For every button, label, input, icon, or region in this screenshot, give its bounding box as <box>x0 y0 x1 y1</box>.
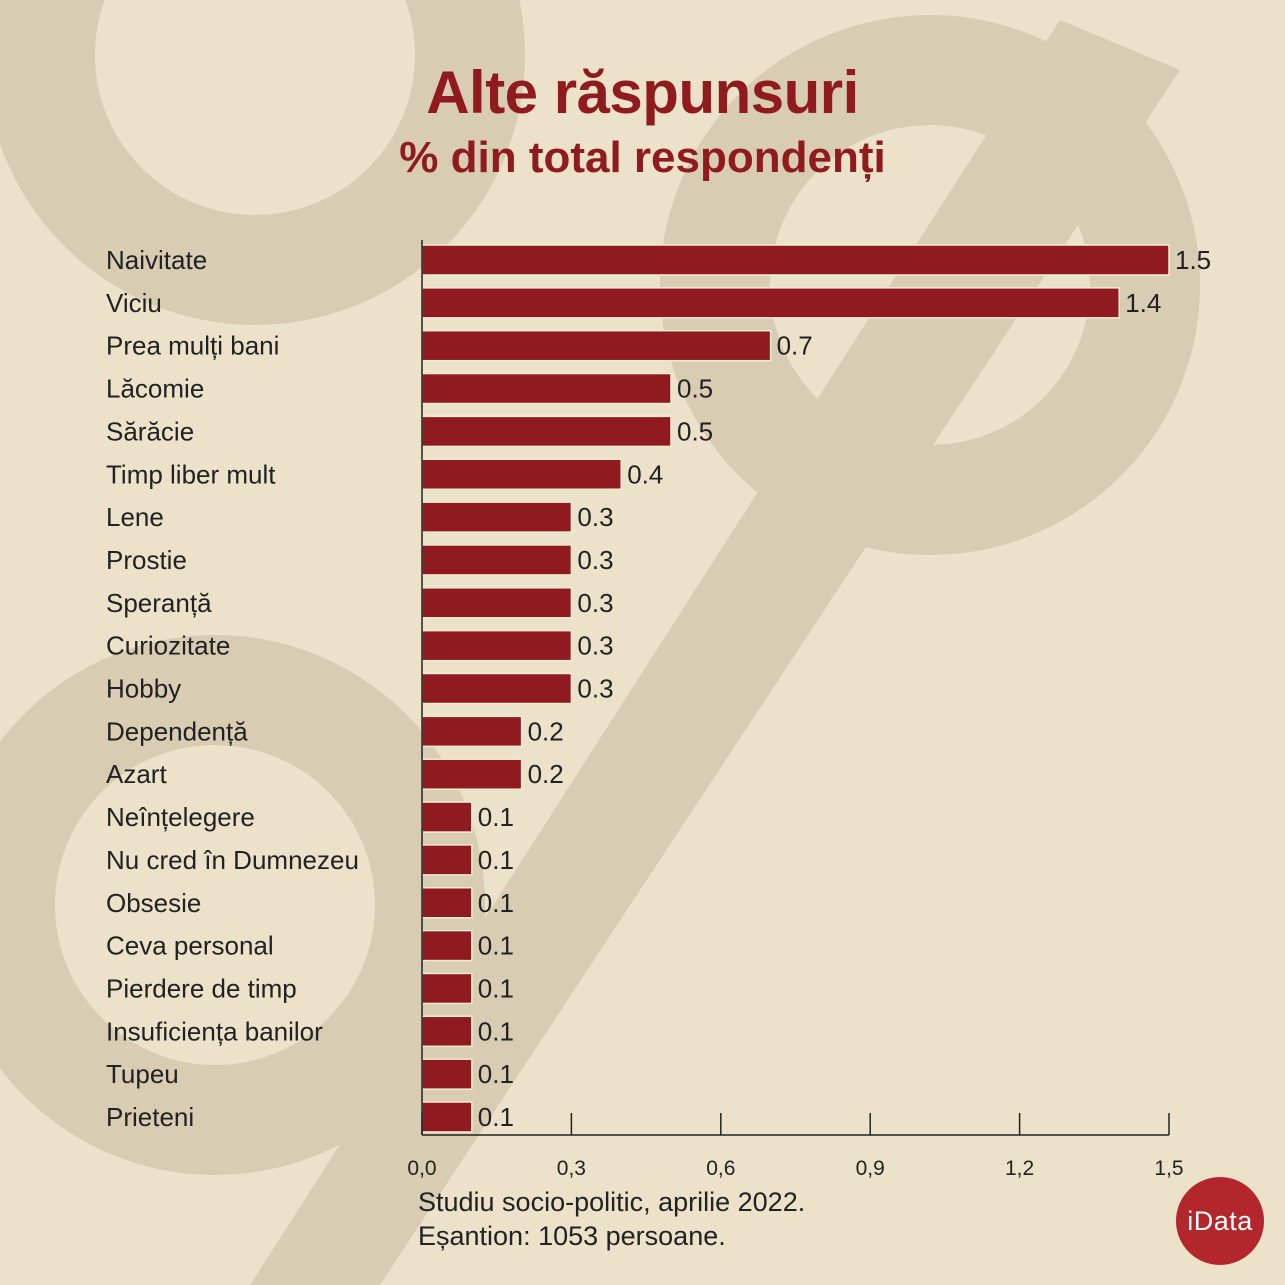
value-label: 0.3 <box>577 545 613 575</box>
chart-title: Alte răspunsuri <box>426 59 859 126</box>
value-label: 0.1 <box>478 1016 514 1046</box>
value-label: 0.5 <box>677 374 713 404</box>
bar <box>421 801 473 833</box>
value-label: 0.2 <box>528 759 564 789</box>
category-label: Pierdere de timp <box>106 973 297 1003</box>
value-label: 0.1 <box>478 931 514 961</box>
x-tick-label: 0,0 <box>407 1157 436 1180</box>
footnote: Studiu socio-politic, aprilie 2022. Eșan… <box>418 1185 805 1253</box>
bar <box>421 244 1170 276</box>
value-label: 1.5 <box>1175 245 1211 275</box>
value-label: 0.4 <box>627 459 663 489</box>
category-label: Neînțelegere <box>106 802 255 832</box>
category-label: Ceva personal <box>106 931 274 961</box>
value-label: 0.1 <box>478 845 514 875</box>
bar <box>421 1101 473 1133</box>
category-label: Prostie <box>106 545 187 575</box>
value-label: 1.4 <box>1125 288 1161 318</box>
chart-subtitle: % din total respondenți <box>399 133 886 182</box>
value-label: 0.2 <box>528 716 564 746</box>
bar <box>421 501 573 533</box>
bar <box>421 415 672 448</box>
category-label: Lăcomie <box>106 374 204 404</box>
bar <box>421 587 573 619</box>
x-tick-label: 0,3 <box>557 1157 586 1180</box>
bar <box>421 458 622 490</box>
category-label: Naivitate <box>106 245 207 275</box>
x-tick-label: 1,2 <box>1005 1157 1034 1180</box>
value-label: 0.3 <box>577 502 613 532</box>
category-label: Curiozitate <box>106 631 230 661</box>
value-label: 0.3 <box>577 631 613 661</box>
category-label: Nu cred în Dumnezeu <box>106 845 359 875</box>
value-label: 0.3 <box>577 674 613 704</box>
value-label: 0.1 <box>478 973 514 1003</box>
bar <box>421 329 772 362</box>
category-label: Insuficiența banilor <box>106 1016 323 1046</box>
category-label: Tupeu <box>106 1059 179 1089</box>
bar <box>421 372 672 405</box>
value-label: 0.1 <box>478 802 514 832</box>
value-label: 0.3 <box>577 588 613 618</box>
footnote-sample: Eșantion: 1053 persoane. <box>418 1221 726 1251</box>
category-label: Prieteni <box>106 1102 194 1132</box>
bar <box>421 629 573 662</box>
bar <box>421 672 573 705</box>
category-label: Timp liber mult <box>106 459 276 489</box>
value-label: 0.1 <box>478 888 514 918</box>
footnote-study: Studiu socio-politic, aprilie 2022. <box>418 1187 806 1217</box>
bar <box>421 715 523 748</box>
value-label: 0.1 <box>478 1102 514 1132</box>
bar <box>421 844 473 876</box>
category-label: Speranță <box>106 588 212 618</box>
value-label: 0.7 <box>777 331 813 361</box>
bar <box>421 758 523 790</box>
bar <box>421 544 573 576</box>
value-label: 0.5 <box>677 416 713 446</box>
x-tick-label: 1,5 <box>1154 1157 1183 1180</box>
bar <box>421 972 473 1005</box>
category-label: Prea mulți bani <box>106 331 279 361</box>
x-tick-label: 0,9 <box>856 1157 885 1180</box>
category-label: Hobby <box>106 674 181 704</box>
category-label: Obsesie <box>106 888 201 918</box>
bar <box>421 1058 473 1090</box>
category-label: Lene <box>106 502 164 532</box>
bar <box>421 1015 473 1048</box>
idata-logo: iData <box>1176 1177 1264 1265</box>
category-label: Viciu <box>106 288 162 318</box>
value-label: 0.1 <box>478 1059 514 1089</box>
bar <box>421 887 473 919</box>
bar <box>421 287 1120 319</box>
category-label: Sărăcie <box>106 416 194 446</box>
category-label: Dependență <box>106 716 248 746</box>
x-tick-label: 0,6 <box>706 1157 735 1180</box>
bar <box>421 929 473 962</box>
category-label: Azart <box>106 759 167 789</box>
